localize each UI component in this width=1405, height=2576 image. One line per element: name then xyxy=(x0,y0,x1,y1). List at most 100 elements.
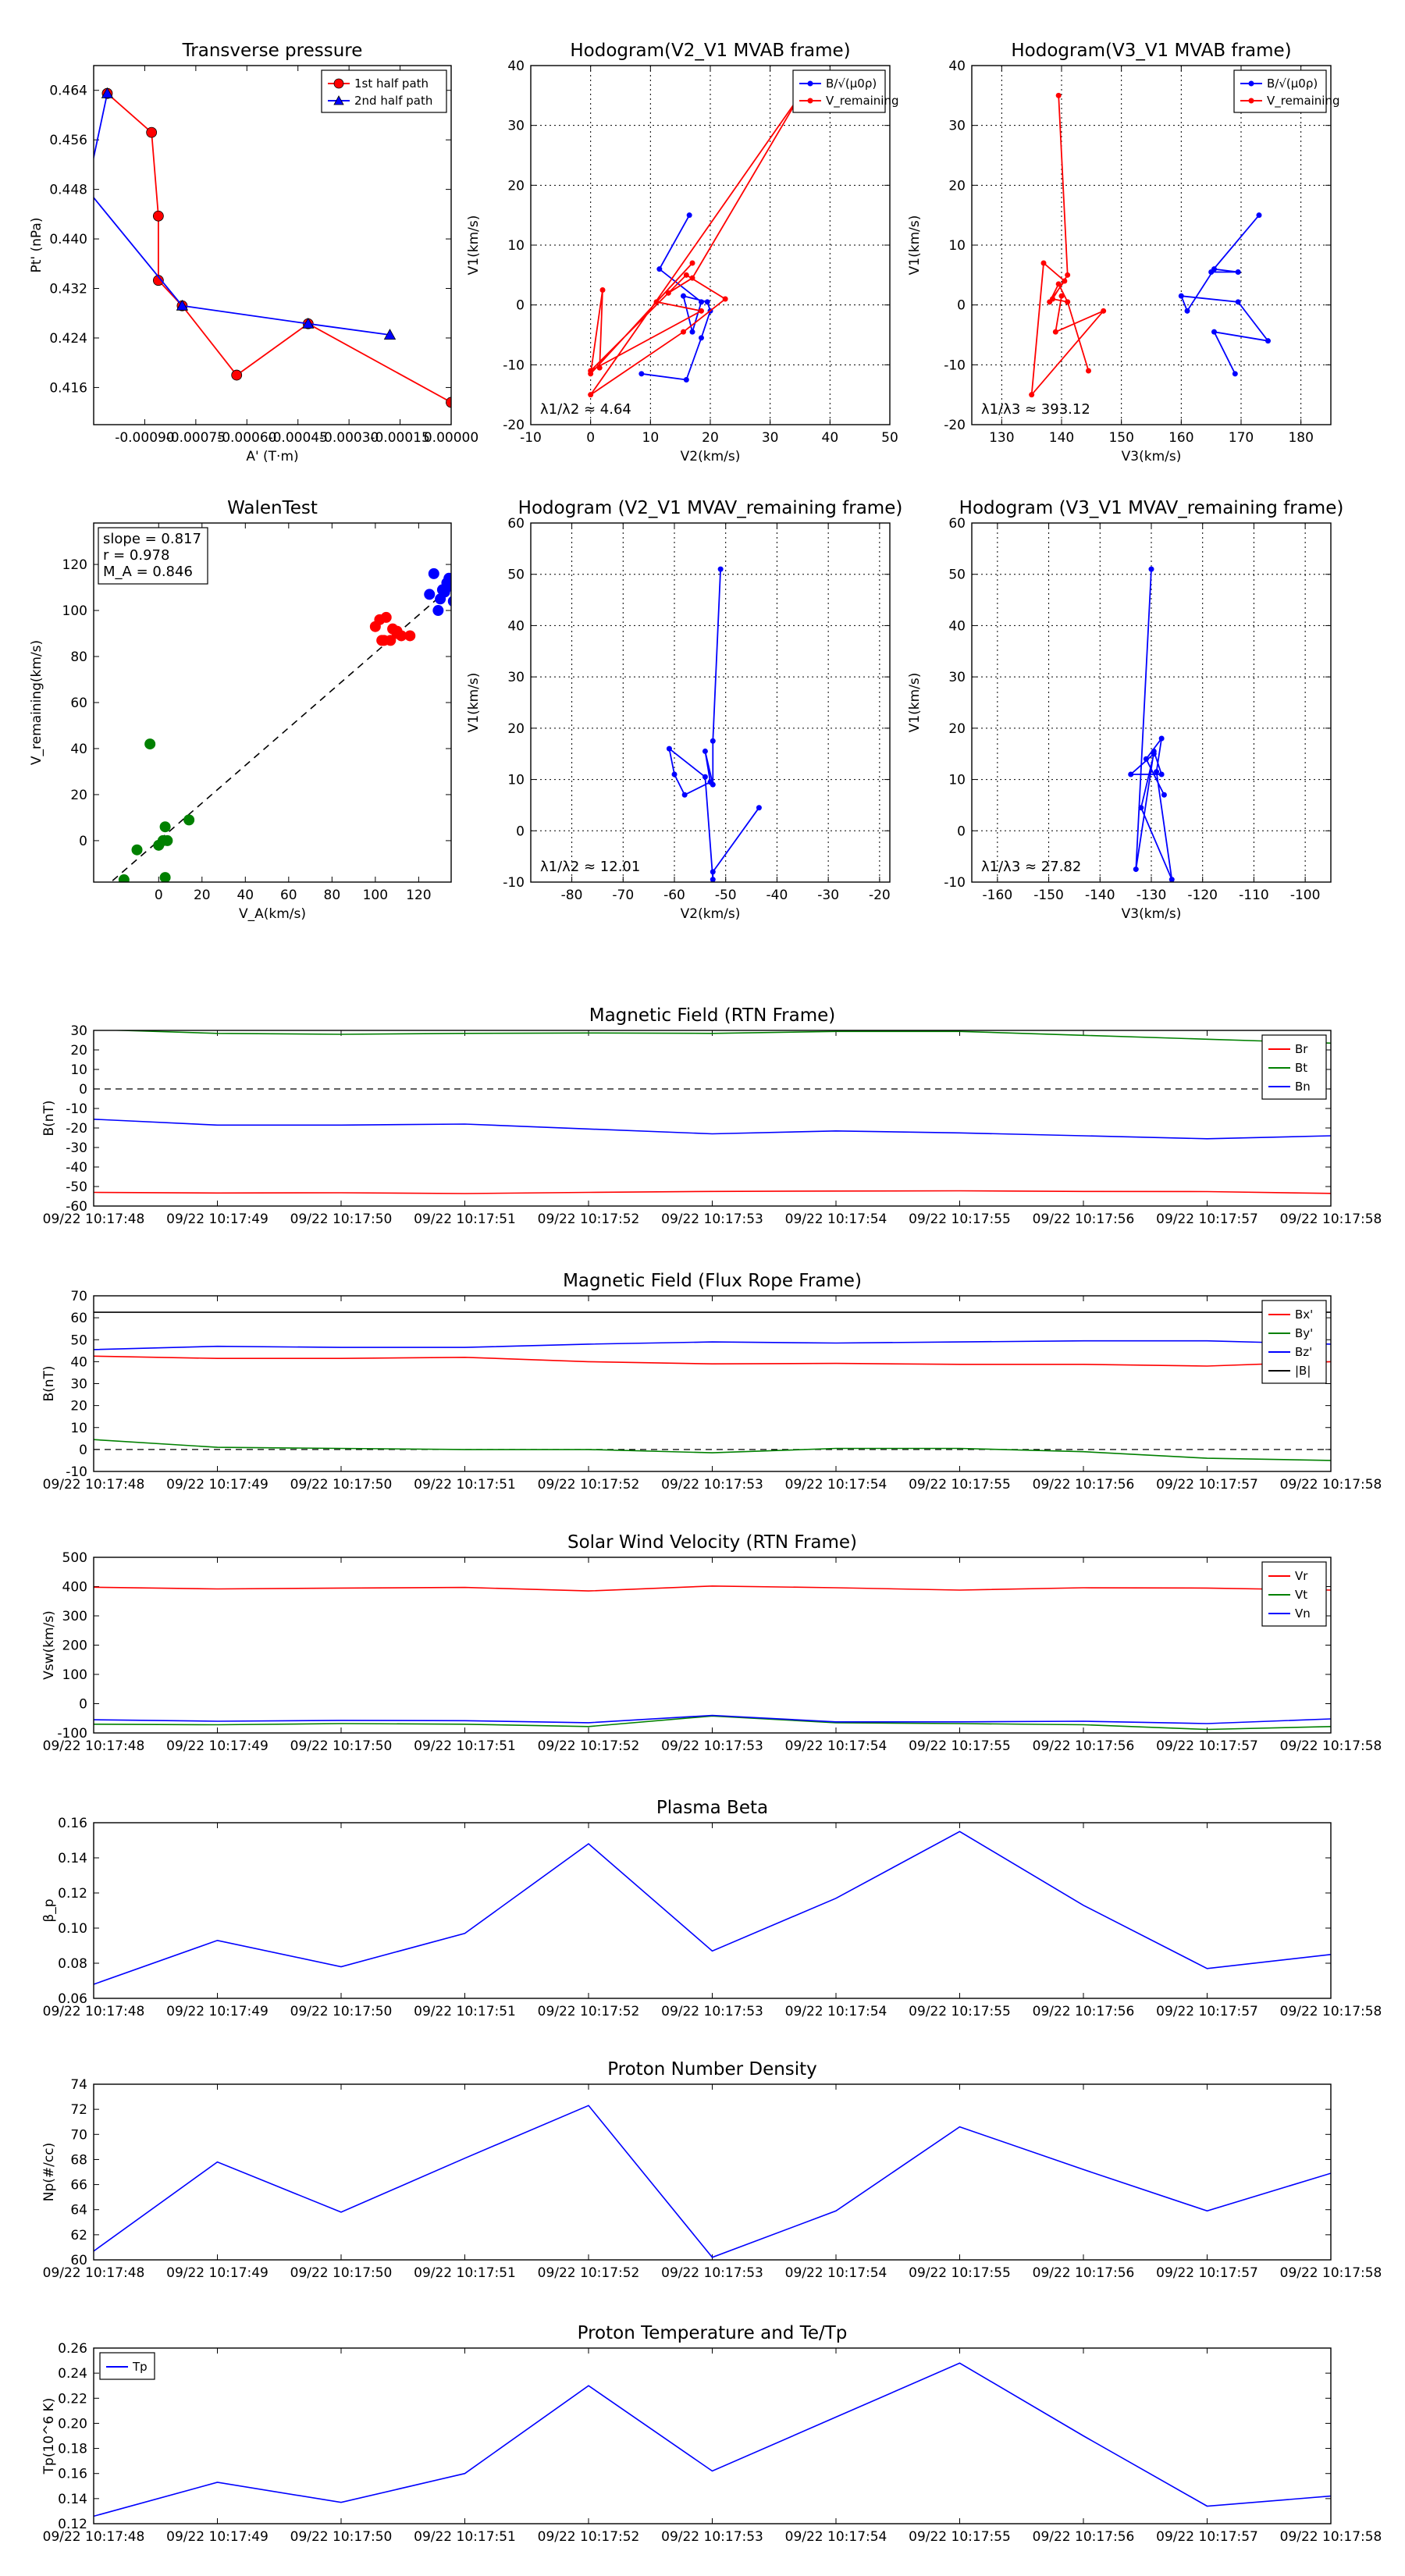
series-By' xyxy=(94,1439,1331,1461)
series-line xyxy=(106,93,451,404)
data-point xyxy=(1158,771,1165,777)
data-point xyxy=(424,589,436,600)
data-point xyxy=(131,844,143,856)
y-tick-label: -10 xyxy=(503,358,525,373)
legend-marker xyxy=(1248,98,1254,104)
x-tick-label: 150 xyxy=(1108,430,1133,446)
y-tick-label: 100 xyxy=(62,1667,87,1683)
y-axis-label: B(nT) xyxy=(41,1365,57,1401)
x-tick-label: 09/22 10:17:55 xyxy=(909,2529,1011,2545)
x-tick-label: 09/22 10:17:52 xyxy=(538,1477,640,1493)
data-point xyxy=(1065,272,1071,278)
data-point xyxy=(1029,392,1035,398)
data-point xyxy=(1256,212,1262,219)
y-tick-label: 0.06 xyxy=(58,1991,87,2007)
x-tick-label: -120 xyxy=(1187,888,1218,903)
y-tick-label: 20 xyxy=(70,788,87,803)
y-tick-label: 10 xyxy=(70,1421,87,1436)
y-axis-label: Tp(10^6 K) xyxy=(41,2398,57,2475)
series-V_remaining xyxy=(1029,92,1107,398)
data-point xyxy=(681,293,686,299)
plot-area xyxy=(94,1311,1331,1461)
x-tick-label: 09/22 10:17:50 xyxy=(290,1738,393,1754)
x-tick-label: 09/22 10:17:55 xyxy=(909,2004,1011,2019)
series-line xyxy=(94,1190,1331,1194)
data-point xyxy=(428,568,439,579)
data-point xyxy=(1047,299,1053,305)
plot-area xyxy=(94,1030,1331,1194)
series-blue xyxy=(424,568,451,617)
chart-title: Proton Number Density xyxy=(607,2059,817,2080)
x-tick-label: 20 xyxy=(702,430,719,446)
x-tick-label: 09/22 10:17:53 xyxy=(661,2529,763,2545)
y-tick-label: 20 xyxy=(948,721,966,737)
data-point xyxy=(1086,368,1091,374)
legend: Tp xyxy=(99,2352,155,2380)
legend-marker xyxy=(807,80,813,87)
y-tick-label: -20 xyxy=(503,418,525,433)
legend-marker xyxy=(333,95,344,105)
y-tick-label: 0.12 xyxy=(58,2517,87,2532)
legend-item: B/√(μ0ρ) xyxy=(799,76,877,91)
x-tick-label: -160 xyxy=(983,888,1013,903)
data-point xyxy=(653,299,660,305)
chart-proton-number-density: Proton Number Density 09/22 10:17:48 09/22… xyxy=(41,2059,1382,2281)
series-1st half path xyxy=(101,87,451,408)
y-tick-label: 60 xyxy=(70,2253,87,2268)
x-tick-label: 140 xyxy=(1049,430,1074,446)
data-point xyxy=(717,566,724,572)
x-tick-label: -0.00075 xyxy=(166,430,226,446)
x-tick-label: 09/22 10:17:49 xyxy=(166,2529,269,2545)
y-tick-label: 40 xyxy=(70,742,87,757)
series-trace xyxy=(1128,566,1175,882)
y-tick-label: 60 xyxy=(70,696,87,711)
legend-label: Bt xyxy=(1295,1061,1307,1075)
data-point xyxy=(596,365,603,371)
plot-area xyxy=(666,566,762,882)
data-point xyxy=(1211,329,1217,335)
x-tick-label: 180 xyxy=(1288,430,1313,446)
x-tick-label: 09/22 10:17:56 xyxy=(1033,2004,1135,2019)
series-B/√(μ0ρ) xyxy=(638,212,713,382)
x-tick-label: 09/22 10:17:48 xyxy=(43,2004,145,2019)
x-tick-label: 09/22 10:17:56 xyxy=(1033,2265,1135,2281)
chart-magnetic-field-flux-rope: Magnetic Field (Flux Rope Frame) 09/22 10… xyxy=(41,1271,1382,1493)
y-tick-label: 30 xyxy=(70,1377,87,1393)
data-point xyxy=(689,329,695,335)
data-point xyxy=(704,299,710,305)
x-axis-label: V3(km/s) xyxy=(1122,906,1182,922)
y-tick-label: 40 xyxy=(507,59,525,74)
x-tick-label: 09/22 10:17:49 xyxy=(166,1477,269,1493)
series-line xyxy=(94,1439,1331,1461)
x-tick-label: -40 xyxy=(767,888,788,903)
series-line xyxy=(94,1119,1331,1140)
y-tick-label: 10 xyxy=(948,238,966,254)
legend: Bx' By' Bz' |B| xyxy=(1261,1300,1327,1384)
data-point xyxy=(380,611,392,623)
x-tick-label: 09/22 10:17:53 xyxy=(661,2265,763,2281)
data-point xyxy=(1101,308,1107,314)
x-tick-label: 09/22 10:17:54 xyxy=(785,2529,887,2545)
x-tick-label: 09/22 10:17:54 xyxy=(785,1212,887,1227)
data-point xyxy=(183,814,195,826)
chart-proton-temperature: Proton Temperature and Te/Tp 09/22 10:17:… xyxy=(41,2323,1382,2545)
legend-item: Bn xyxy=(1268,1080,1311,1094)
legend: B/√(μ0ρ) V_remaining xyxy=(1233,69,1340,113)
x-tick-label: 40 xyxy=(822,430,839,446)
x-tick-label: 09/22 10:17:57 xyxy=(1156,1212,1258,1227)
x-axis-label: V_A(km/s) xyxy=(239,906,306,922)
y-tick-label: 60 xyxy=(507,516,525,532)
y-tick-label: 10 xyxy=(507,773,525,788)
x-tick-label: 09/22 10:17:51 xyxy=(414,2004,516,2019)
data-point xyxy=(391,628,403,639)
x-tick-label: 09/22 10:17:49 xyxy=(166,2004,269,2019)
series-line xyxy=(94,1585,1331,1592)
y-tick-label: 64 xyxy=(70,2203,87,2218)
series-line xyxy=(94,93,390,336)
legend: B/√(μ0ρ) V_remaining xyxy=(792,69,899,113)
legend: 1st half path 2nd half path xyxy=(321,69,447,113)
y-tick-label: -40 xyxy=(66,1160,87,1176)
y-tick-label: 0 xyxy=(516,298,525,314)
y-tick-label: 30 xyxy=(507,670,525,685)
series-line xyxy=(589,94,801,396)
